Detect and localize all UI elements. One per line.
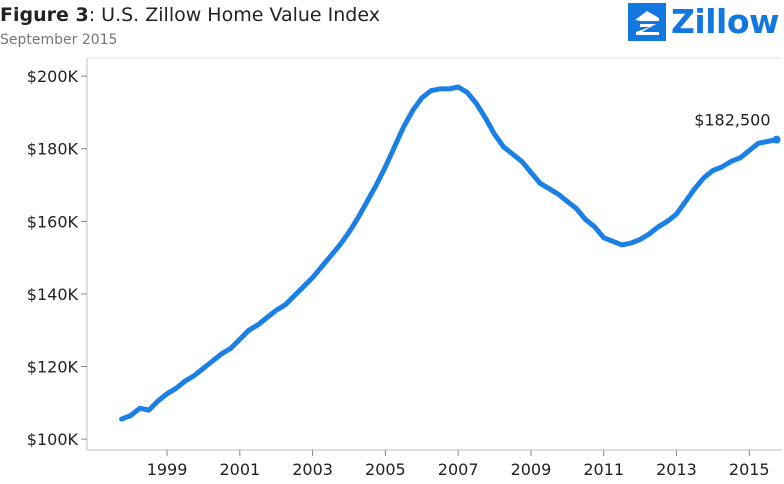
logo-wordmark: Zillow bbox=[671, 2, 780, 41]
x-tick-label: 2005 bbox=[365, 460, 406, 479]
y-axis-ticks: $100K $120K $140K $160K $180K $200K bbox=[27, 67, 87, 449]
y-tick-label: $100K bbox=[27, 430, 79, 449]
series-line bbox=[119, 84, 779, 422]
end-point-marker bbox=[772, 135, 781, 144]
x-tick-label: 2015 bbox=[729, 460, 770, 479]
zillow-house-icon bbox=[628, 3, 666, 41]
chart-subtitle: September 2015 bbox=[0, 32, 118, 48]
y-tick-label: $180K bbox=[27, 140, 79, 159]
chart-title: Figure 3: U.S. Zillow Home Value Index bbox=[0, 4, 380, 26]
title-text: : U.S. Zillow Home Value Index bbox=[88, 4, 380, 26]
zillow-logo: Zillow bbox=[628, 2, 780, 42]
y-tick-label: $140K bbox=[27, 285, 79, 304]
x-tick-label: 1999 bbox=[147, 460, 188, 479]
chart-axes bbox=[86, 57, 782, 451]
x-axis-ticks: 1999 2001 2003 2005 2007 2009 2011 2013 2015 bbox=[147, 450, 770, 479]
y-tick-label: $160K bbox=[27, 212, 79, 231]
figure-label: Figure 3 bbox=[0, 4, 89, 26]
x-tick-label: 2013 bbox=[656, 460, 697, 479]
x-tick-label: 2001 bbox=[219, 460, 260, 479]
y-tick-label: $200K bbox=[27, 67, 79, 86]
x-tick-label: 2007 bbox=[438, 460, 479, 479]
end-value-label: $182,500 bbox=[694, 111, 770, 130]
x-tick-label: 2009 bbox=[511, 460, 552, 479]
x-tick-label: 2003 bbox=[292, 460, 333, 479]
x-tick-label: 2011 bbox=[583, 460, 624, 479]
y-tick-label: $120K bbox=[27, 358, 79, 377]
